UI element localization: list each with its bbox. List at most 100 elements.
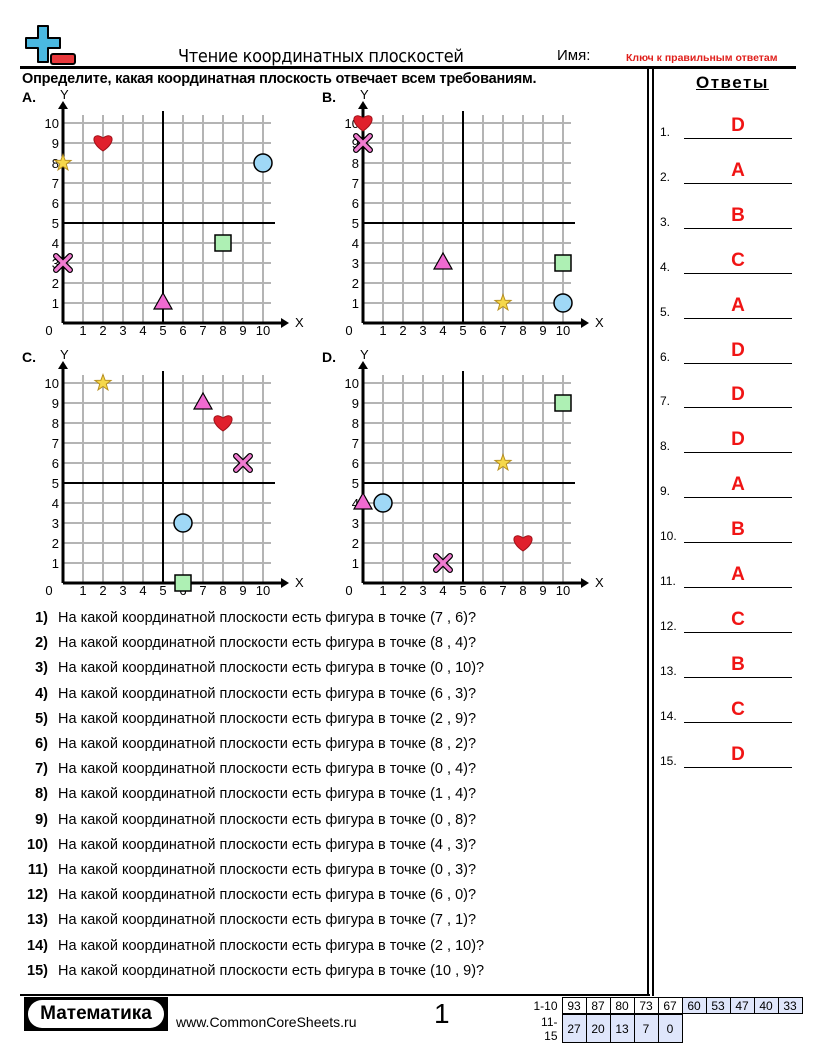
answer-number: 7. bbox=[660, 394, 671, 409]
brand-text: Математика bbox=[28, 1000, 164, 1028]
x-tick-label: 8 bbox=[519, 323, 526, 338]
x-axis-label: X bbox=[295, 315, 304, 330]
question-number: 14) bbox=[27, 937, 48, 954]
question-text: На какой координатной плоскости есть фиг… bbox=[58, 710, 477, 727]
graph-label: D. bbox=[322, 349, 336, 365]
answer-row: 4. C bbox=[660, 250, 796, 274]
answer-line[interactable] bbox=[684, 227, 792, 229]
answer-row: 8. D bbox=[660, 429, 796, 454]
x-tick-label: 10 bbox=[256, 323, 270, 338]
question-text: На какой координатной плоскости есть фиг… bbox=[58, 962, 485, 979]
y-tick-label: 10 bbox=[45, 116, 59, 131]
triangle-shape bbox=[432, 251, 454, 270]
question-row: 11) На какой координатной плоскости есть … bbox=[22, 862, 476, 882]
y-tick-label: 3 bbox=[52, 516, 59, 531]
y-axis-label: Y bbox=[360, 87, 369, 102]
answer-line[interactable] bbox=[684, 362, 792, 364]
answer-line[interactable] bbox=[684, 452, 792, 454]
answer-line[interactable] bbox=[684, 182, 792, 184]
answer-line[interactable] bbox=[684, 766, 792, 768]
graph-label: A. bbox=[22, 89, 36, 105]
question-text: На какой координатной плоскости есть фиг… bbox=[58, 811, 477, 828]
x-tick-label: 4 bbox=[439, 583, 446, 598]
answer-row: 9. A bbox=[660, 474, 796, 499]
question-text: На какой координатной плоскости есть фиг… bbox=[58, 635, 477, 652]
answer-line[interactable] bbox=[684, 676, 792, 678]
x-tick-label: 7 bbox=[499, 583, 506, 598]
x-tick-label: 9 bbox=[239, 323, 246, 338]
y-axis-label: Y bbox=[60, 87, 69, 102]
column-divider bbox=[652, 68, 654, 996]
score-cell: 60 bbox=[681, 997, 707, 1014]
x-axis-arrow bbox=[281, 578, 289, 588]
y-tick-label: 1 bbox=[52, 296, 59, 311]
y-tick-label: 3 bbox=[52, 256, 59, 271]
question-text: На какой координатной плоскости есть фиг… bbox=[58, 610, 477, 626]
question-text: На какой координатной плоскости есть фиг… bbox=[58, 685, 477, 702]
answer-line[interactable] bbox=[684, 317, 792, 319]
x-tick-label: 2 bbox=[99, 583, 106, 598]
x-tick-label: 6 bbox=[179, 323, 186, 338]
y-tick-label: 5 bbox=[352, 216, 359, 231]
x-tick-label: 8 bbox=[219, 583, 226, 598]
y-tick-label: 9 bbox=[52, 396, 59, 411]
x-tick-label: 1 bbox=[79, 323, 86, 338]
answer-number: 5. bbox=[660, 304, 671, 319]
instructions: Определите, какая координатная плоскость… bbox=[22, 71, 537, 87]
answer-value: A bbox=[731, 159, 745, 181]
y-axis-arrow bbox=[358, 361, 368, 369]
square-shape bbox=[554, 394, 572, 412]
x-tick-label: 1 bbox=[79, 583, 86, 598]
answer-value: D bbox=[731, 115, 745, 136]
y-tick-label: 6 bbox=[352, 196, 359, 211]
question-number: 7) bbox=[35, 761, 48, 778]
heart-shape bbox=[93, 135, 113, 152]
answer-value: C bbox=[731, 249, 745, 271]
question-text: На какой координатной плоскости есть фиг… bbox=[58, 862, 477, 878]
origin-label: 0 bbox=[345, 323, 352, 338]
y-tick-label: 10 bbox=[45, 376, 59, 391]
question-number: 10) bbox=[27, 836, 48, 853]
answer-line[interactable] bbox=[684, 407, 792, 409]
answers-title: Ответы bbox=[696, 73, 769, 92]
answer-row: 11. A bbox=[660, 564, 796, 588]
answer-line[interactable] bbox=[684, 497, 792, 499]
brand-logo: Математика bbox=[24, 997, 168, 1031]
answer-line[interactable] bbox=[684, 721, 792, 723]
question-text: На какой координатной плоскости есть фиг… bbox=[58, 937, 485, 954]
footer-divider bbox=[20, 994, 650, 996]
y-tick-label: 5 bbox=[52, 216, 59, 231]
question-number: 13) bbox=[27, 912, 48, 929]
x-tick-label: 3 bbox=[419, 323, 426, 338]
square-shape bbox=[174, 574, 192, 592]
question-number: 1) bbox=[35, 610, 48, 626]
score-cell: 47 bbox=[729, 997, 755, 1014]
x-axis-label: X bbox=[595, 575, 604, 590]
site-url: www.CommonCoreSheets.ru bbox=[176, 1014, 357, 1030]
question-row: 14) На какой координатной плоскости есть … bbox=[22, 938, 484, 958]
answer-line[interactable] bbox=[684, 587, 792, 588]
answer-value: C bbox=[731, 698, 745, 720]
answer-line[interactable] bbox=[684, 631, 792, 633]
question-text: На какой координатной плоскости есть фиг… bbox=[58, 912, 477, 929]
answer-number: 3. bbox=[660, 214, 671, 229]
answer-number: 12. bbox=[660, 618, 677, 633]
origin-label: 0 bbox=[45, 583, 52, 598]
y-tick-label: 2 bbox=[352, 536, 359, 551]
y-tick-label: 1 bbox=[352, 556, 359, 571]
heart-shape bbox=[513, 535, 533, 552]
y-axis-label: Y bbox=[360, 347, 369, 362]
y-tick-label: 2 bbox=[52, 276, 59, 291]
y-tick-label: 7 bbox=[352, 436, 359, 451]
question-row: 12) На какой координатной плоскости есть … bbox=[22, 887, 476, 907]
answer-number: 11. bbox=[660, 574, 676, 588]
answer-line[interactable] bbox=[684, 138, 792, 139]
y-tick-label: 7 bbox=[352, 176, 359, 191]
square-shape bbox=[554, 254, 572, 272]
column-divider bbox=[647, 68, 649, 996]
answer-line[interactable] bbox=[684, 542, 792, 544]
question-text: На какой координатной плоскости есть фиг… bbox=[58, 887, 477, 904]
question-number: 9) bbox=[35, 811, 48, 828]
score-range-label: 1-10 bbox=[533, 998, 558, 1013]
answer-line[interactable] bbox=[684, 272, 792, 274]
